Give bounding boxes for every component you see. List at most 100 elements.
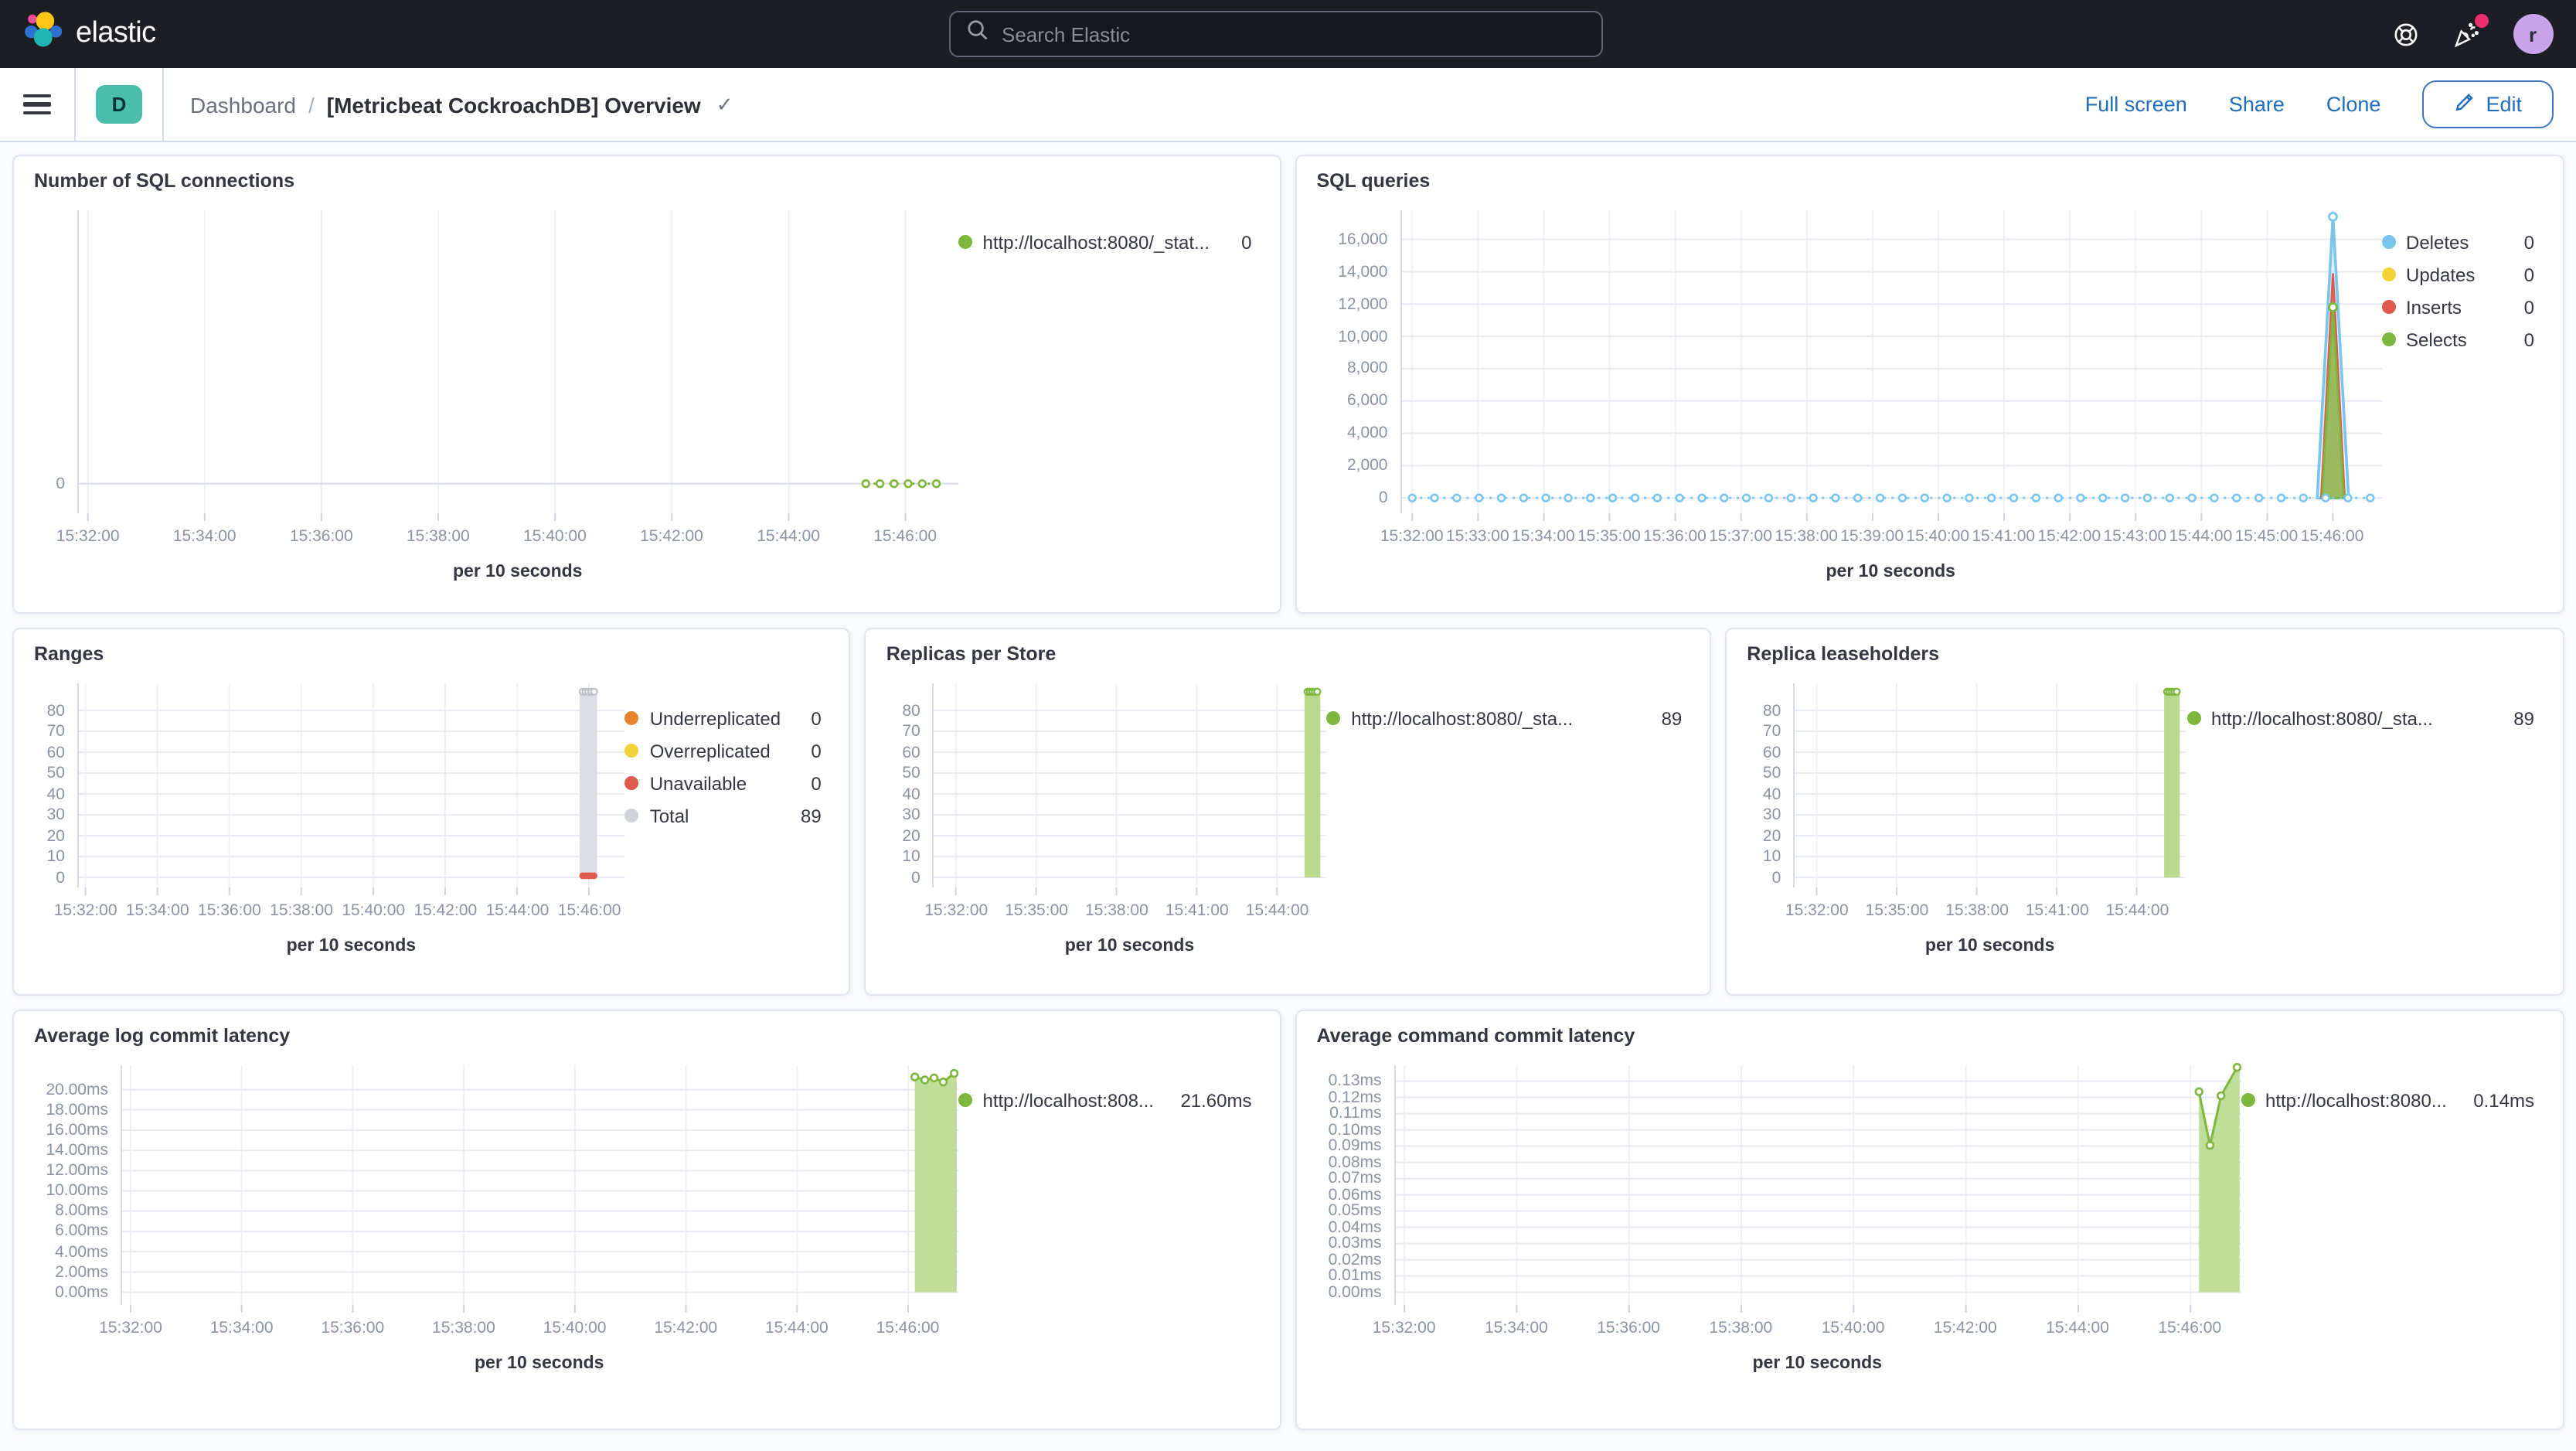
x-axis-label: 15:36:00: [1597, 1319, 1660, 1337]
x-axis-label: 15:32:00: [99, 1319, 162, 1337]
edit-button[interactable]: Edit: [2422, 80, 2553, 128]
y-axis: 0 2,000 4,000 6,000 8,000 10,000 12,000 14,000 1…: [1317, 210, 1400, 513]
legend-label: Total: [649, 805, 689, 826]
y-axis-label: 40: [902, 785, 920, 804]
legend-item[interactable]: http://localhost:808... 21.60ms: [958, 1084, 1252, 1116]
legend-value: 0: [2523, 231, 2534, 253]
panel-title: Average command commit latency: [1316, 1025, 1635, 1047]
y-axis-label: 14.00ms: [46, 1141, 108, 1160]
y-axis-label: 0.10ms: [1328, 1120, 1382, 1139]
panel-title: SQL queries: [1316, 170, 1431, 192]
panel-ranges: Ranges 0 10 20 30 40 50 60 70 80 15:32:00 15:34:00…: [12, 628, 851, 996]
legend-item[interactable]: http://localhost:8080/_sta... 89: [2186, 702, 2534, 734]
x-axis-title: per 10 seconds: [453, 563, 583, 581]
y-axis-label: 0.02ms: [1328, 1250, 1382, 1269]
legend-item[interactable]: Selects 0: [2381, 323, 2534, 356]
legend-swatch-icon: [624, 744, 639, 758]
clone-button[interactable]: Clone: [2326, 93, 2381, 116]
chart-legend: http://localhost:8080/_sta... 89: [1326, 683, 1690, 955]
legend-swatch-icon: [2381, 267, 2395, 281]
y-axis-label: 18.00ms: [46, 1100, 108, 1119]
legend-value: 0.14ms: [2473, 1089, 2534, 1111]
x-axis-label: 15:42:00: [640, 527, 703, 546]
space-badge[interactable]: D: [96, 85, 142, 124]
x-axis-label: 15:40:00: [523, 527, 587, 546]
y-axis-label: 70: [1762, 722, 1781, 741]
notification-badge: [2474, 13, 2488, 27]
x-axis-label: 15:44:00: [1245, 901, 1309, 920]
legend-item[interactable]: Unavailable 0: [624, 767, 822, 799]
x-axis-label: 15:38:00: [270, 901, 333, 920]
chart-legend: http://localhost:8080... 0.14ms: [2241, 1065, 2542, 1373]
y-axis-label: 20: [46, 826, 65, 846]
help-icon[interactable]: [2392, 21, 2418, 47]
x-axis-label: 15:42:00: [413, 901, 478, 920]
chart-plot: [77, 210, 958, 521]
check-icon[interactable]: ✓: [716, 92, 733, 115]
legend-item[interactable]: Overreplicated 0: [624, 734, 822, 767]
legend-item[interactable]: Underreplicated 0: [624, 702, 822, 734]
search-input[interactable]: [1002, 22, 1586, 46]
x-axis: 15:32:00 15:35:00 15:38:00 15:41:00 15:44:00: [1785, 901, 2186, 925]
x-axis: 15:32:00 15:35:00 15:38:00 15:41:00 15:44:00: [924, 901, 1327, 925]
legend-item[interactable]: http://localhost:8080... 0.14ms: [2241, 1084, 2534, 1116]
legend-item[interactable]: Total 89: [624, 799, 822, 832]
legend-label: http://localhost:8080/_sta...: [2211, 707, 2433, 729]
chart-number-of-sql-connections: 0 15:32:00 15:34:00 15:36:00 15:38:00 15:40:0…: [34, 210, 1260, 581]
legend-item[interactable]: http://localhost:8080/_sta... 89: [1326, 702, 1682, 734]
chart-plot: [932, 683, 1327, 895]
legend-swatch-icon: [2381, 332, 2395, 346]
y-axis-label: 0.09ms: [1328, 1136, 1382, 1156]
x-axis-label: 15:32:00: [1380, 527, 1444, 546]
legend-value: 89: [1661, 707, 1683, 729]
x-axis-label: 15:44:00: [2105, 901, 2169, 920]
legend-value: 0: [1241, 231, 1252, 253]
legend-label: Overreplicated: [649, 740, 771, 761]
x-axis-label: 15:40:00: [342, 901, 406, 920]
elastic-logo-icon: [23, 10, 63, 58]
global-search[interactable]: [949, 11, 1603, 57]
edit-button-label: Edit: [2486, 93, 2522, 116]
chart-legend: Underreplicated 0 Overreplicated 0 Unavailab…: [624, 683, 829, 955]
legend-item[interactable]: http://localhost:8080/_stat... 0: [958, 226, 1252, 258]
legend-item[interactable]: Deletes 0: [2381, 226, 2534, 258]
y-axis-label: 30: [902, 806, 920, 825]
search-icon: [966, 19, 989, 49]
y-axis-label: 30: [46, 806, 65, 825]
y-axis-label: 20: [1762, 826, 1781, 846]
x-axis-label: 15:38:00: [432, 1319, 495, 1337]
chart-area: 0 2,000 4,000 6,000 8,000 10,000 12,000 14,000 1…: [1317, 210, 2543, 581]
menu-icon[interactable]: [23, 94, 51, 115]
legend-label: http://localhost:808...: [982, 1089, 1155, 1111]
elastic-brand[interactable]: elastic: [23, 10, 156, 58]
y-axis-label: 0.12ms: [1328, 1088, 1382, 1107]
legend-item[interactable]: Inserts 0: [2381, 291, 2534, 323]
x-axis-label: 15:46:00: [873, 527, 937, 546]
x-axis-label: 15:36:00: [1643, 527, 1707, 546]
x-axis-label: 15:35:00: [1577, 527, 1641, 546]
chart-main: 0.00ms 2.00ms 4.00ms 6.00ms 8.00ms 10.00ms 12.…: [34, 1065, 959, 1373]
y-axis-label: 0.01ms: [1328, 1266, 1382, 1286]
full-screen-button[interactable]: Full screen: [2084, 93, 2187, 116]
y-axis-label: 10: [1762, 847, 1781, 867]
panel-title: Average log commit latency: [34, 1025, 291, 1047]
share-button[interactable]: Share: [2228, 93, 2285, 116]
legend-swatch-icon: [2186, 711, 2200, 725]
legend-item[interactable]: Updates 0: [2381, 258, 2534, 291]
legend-swatch-icon: [2381, 300, 2395, 314]
chart-plot: [77, 683, 625, 895]
newsfeed-icon[interactable]: [2451, 13, 2488, 49]
x-axis-label: 15:44:00: [2046, 1319, 2109, 1337]
x-axis-label: 15:44:00: [2169, 527, 2233, 546]
y-axis-label: 10: [902, 847, 920, 867]
x-axis-label: 15:32:00: [1785, 901, 1849, 920]
breadcrumb-dashboard[interactable]: Dashboard: [190, 92, 296, 117]
chart-main: 0 15:32:00 15:34:00 15:36:00 15:38:00 15:40:0…: [34, 210, 958, 581]
y-axis-label: 16.00ms: [46, 1120, 108, 1139]
chart-plot: [1400, 210, 2382, 521]
user-avatar[interactable]: r: [2513, 14, 2553, 54]
y-axis: 0 10 20 30 40 50 60 70 80: [34, 683, 77, 887]
y-axis-label: 40: [1762, 785, 1781, 804]
x-axis: 15:32:00 15:34:00 15:36:00 15:38:00 15:40:00…: [54, 901, 625, 925]
y-axis-label: 10: [46, 847, 65, 867]
